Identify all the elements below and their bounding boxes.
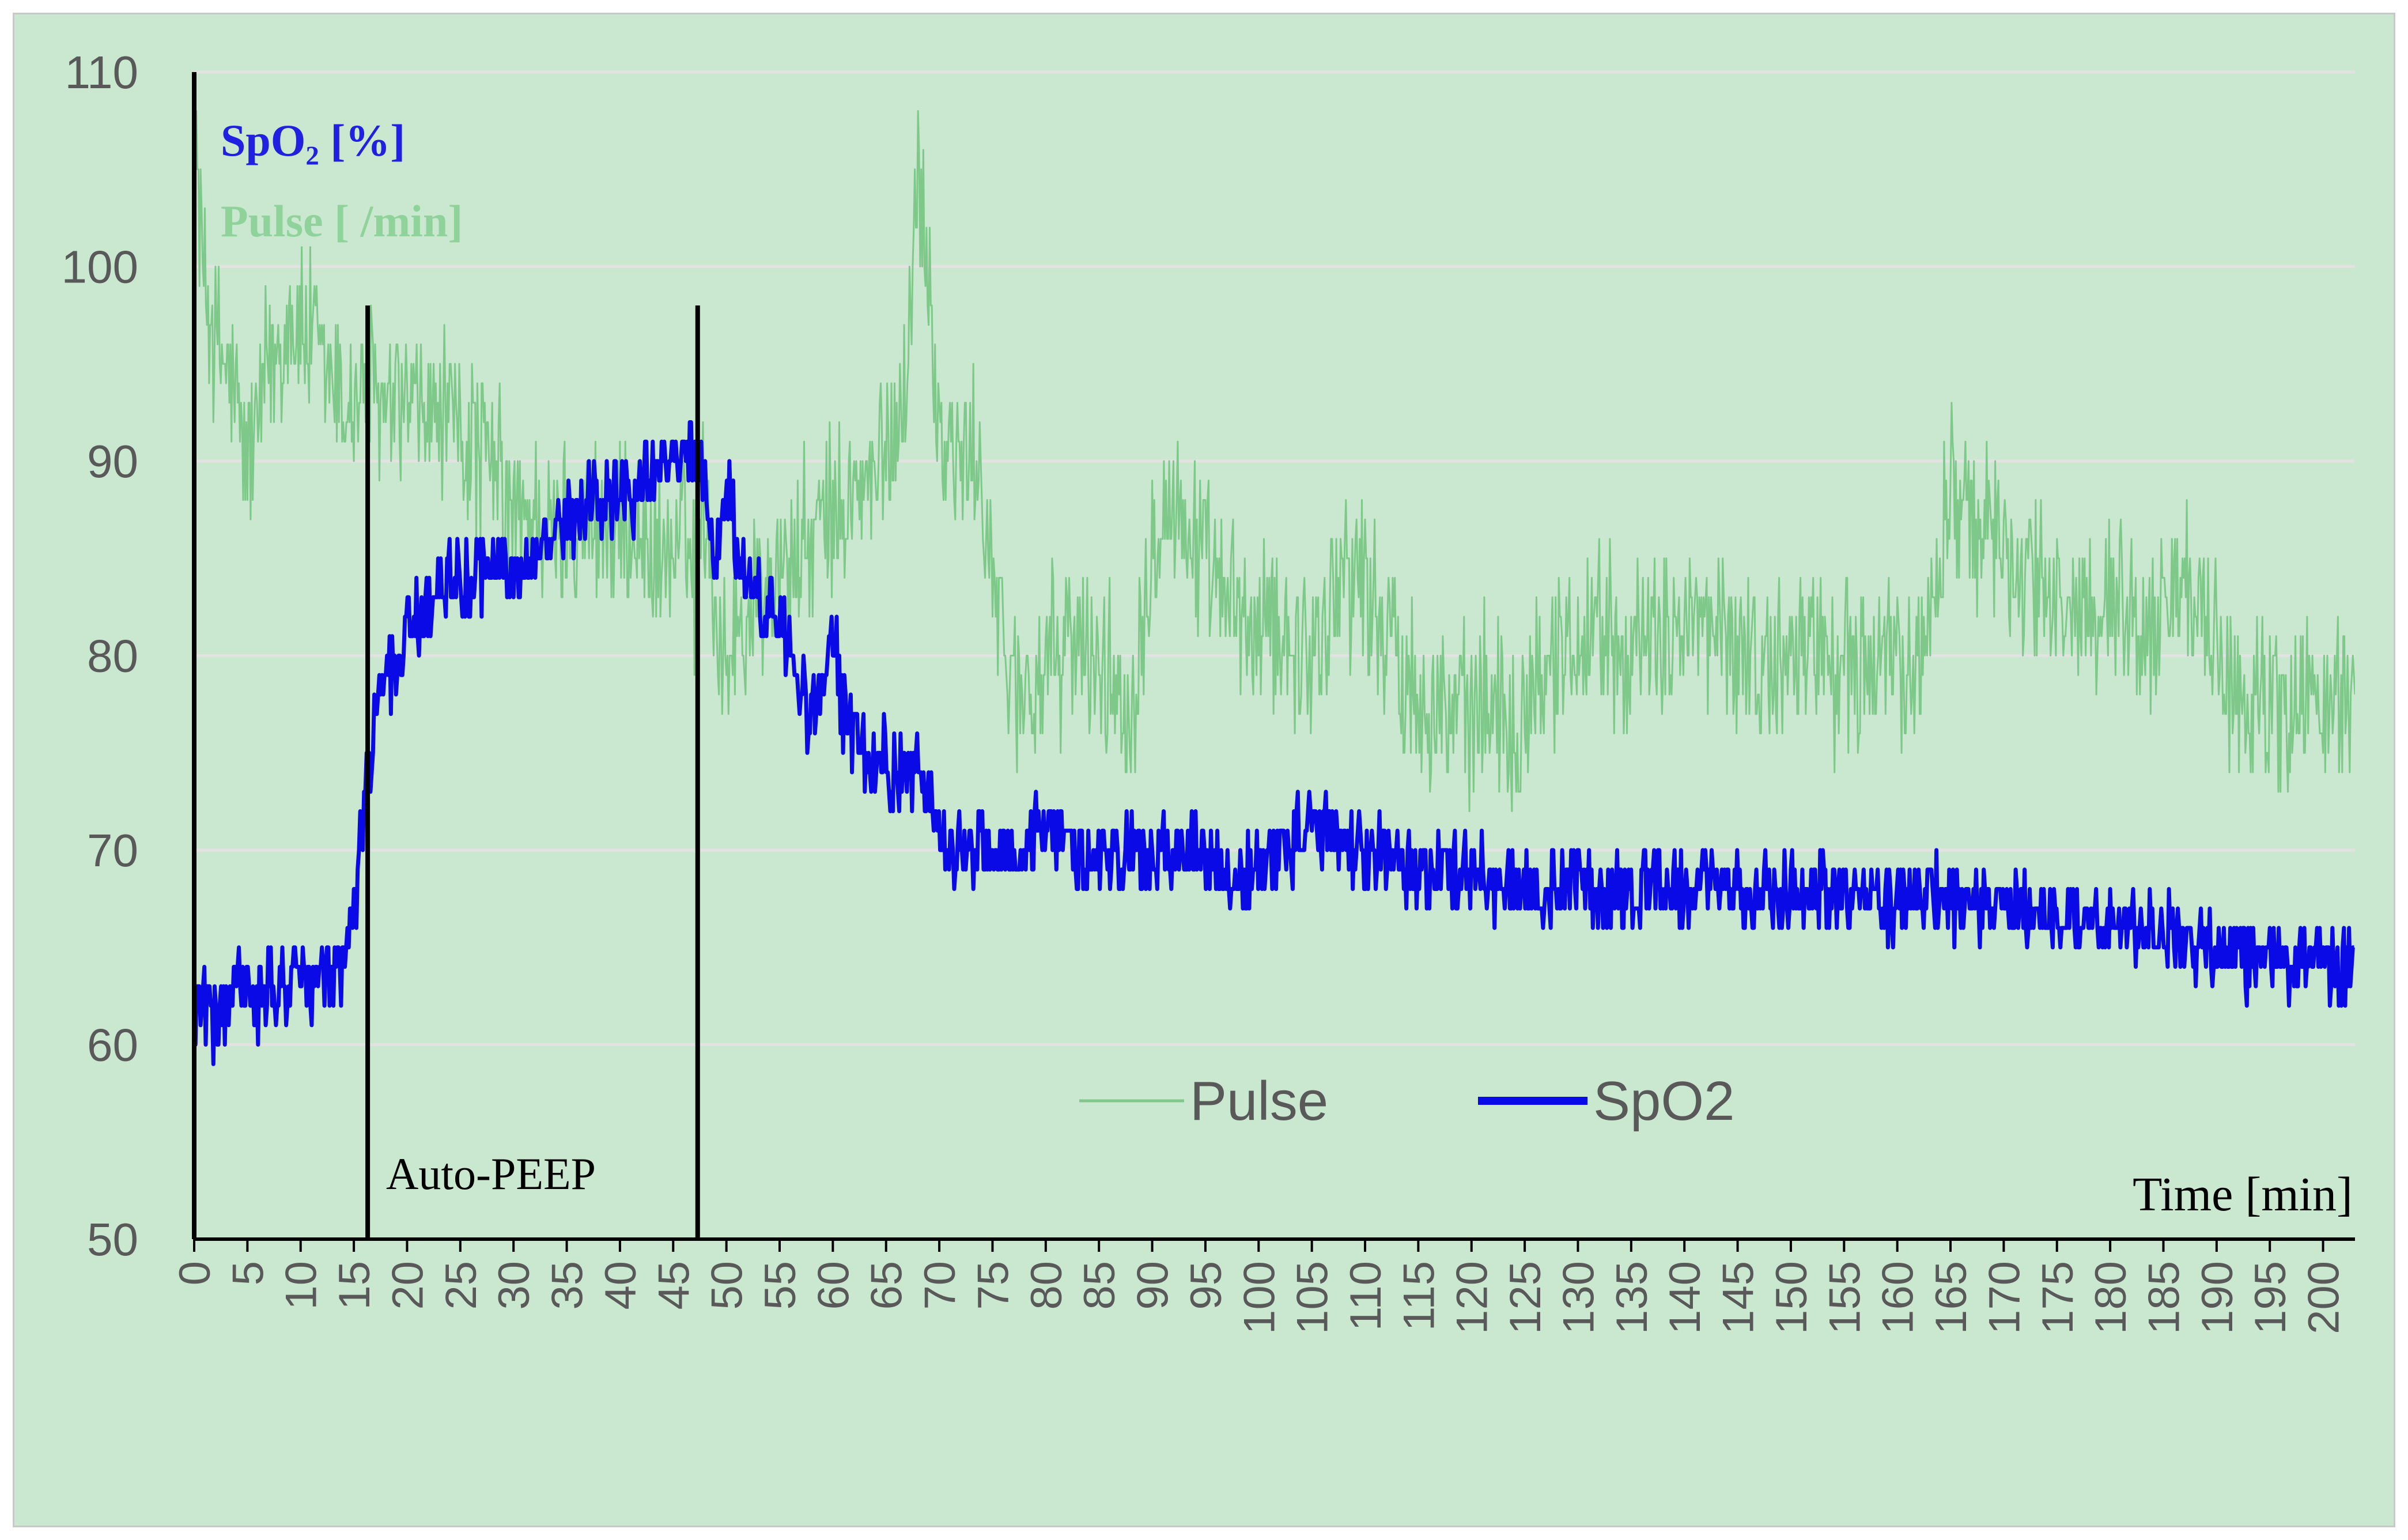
x-tick-label-5: 5 xyxy=(224,1261,273,1285)
x-tick-label-10: 10 xyxy=(277,1261,326,1310)
x-tick-label-0: 0 xyxy=(171,1261,220,1285)
series-lines xyxy=(194,110,2355,1066)
x-tick-label-85: 85 xyxy=(1075,1261,1124,1310)
x-tick-label-115: 115 xyxy=(1394,1261,1443,1331)
x-axis-label: Time [min] xyxy=(2133,1168,2353,1221)
marker-lines xyxy=(192,72,700,1239)
ylabel-spo2: SpO₂ [%] xyxy=(221,115,405,165)
y-tick-label-60: 60 xyxy=(87,1020,138,1071)
x-tick-label-100: 100 xyxy=(1235,1261,1284,1334)
x-tick-label-65: 65 xyxy=(863,1261,912,1310)
x-tick-label-60: 60 xyxy=(809,1261,858,1310)
series-line-pulse xyxy=(194,110,2355,812)
x-tick-label-200: 200 xyxy=(2300,1261,2349,1334)
series-line-spo2 xyxy=(194,420,2355,1066)
y-tick-label-80: 80 xyxy=(87,631,138,682)
x-tick-label-145: 145 xyxy=(1714,1261,1763,1334)
x-tick-label-185: 185 xyxy=(2139,1261,2188,1334)
chart-frame: 50 60 70 80 90 100 110 0 5 10 15 20 25 30 35 40 45 50 55 60… xyxy=(13,13,2395,1527)
x-tick-label-165: 165 xyxy=(1927,1261,1976,1334)
x-tick-label-155: 155 xyxy=(1820,1261,1869,1334)
y-tick-label-50: 50 xyxy=(87,1214,138,1265)
x-tick-label-35: 35 xyxy=(543,1261,592,1310)
x-tick-label-130: 130 xyxy=(1554,1261,1603,1334)
x-tick-label-125: 125 xyxy=(1501,1261,1550,1334)
ylabel-pulse: Pulse [ /min] xyxy=(221,196,463,246)
y-tick-label-90: 90 xyxy=(87,436,138,487)
x-tick-label-135: 135 xyxy=(1608,1261,1657,1334)
x-tick-label-20: 20 xyxy=(383,1261,432,1310)
x-tick-label-190: 190 xyxy=(2193,1261,2242,1334)
x-tick-label-70: 70 xyxy=(916,1261,965,1310)
x-tick-label-195: 195 xyxy=(2246,1261,2295,1334)
y-tick-label-110: 110 xyxy=(65,47,138,98)
legend-pulse-label: Pulse xyxy=(1190,1070,1328,1132)
legend-spo2-label: SpO2 xyxy=(1593,1070,1734,1132)
x-tick-label-150: 150 xyxy=(1767,1261,1816,1334)
y-tick-label-70: 70 xyxy=(87,825,138,876)
x-tick-label-45: 45 xyxy=(649,1261,698,1310)
x-tick-label-120: 120 xyxy=(1448,1261,1497,1334)
x-tick-label-95: 95 xyxy=(1182,1261,1231,1310)
x-tick-label-170: 170 xyxy=(1980,1261,2029,1334)
annotation-auto-peep: Auto-PEEP xyxy=(386,1149,596,1199)
x-tick-label-50: 50 xyxy=(703,1261,752,1310)
x-tick-label-40: 40 xyxy=(596,1261,645,1310)
x-tick-label-140: 140 xyxy=(1661,1261,1710,1334)
x-tick-label-160: 160 xyxy=(1874,1261,1923,1334)
x-tick-label-80: 80 xyxy=(1022,1261,1071,1310)
x-tick-label-110: 110 xyxy=(1341,1261,1390,1331)
y-tick-label-100: 100 xyxy=(62,241,138,293)
x-tick-label-30: 30 xyxy=(490,1261,539,1310)
x-tick-label-55: 55 xyxy=(756,1261,805,1310)
x-tick-label-25: 25 xyxy=(437,1261,486,1310)
x-tick-label-180: 180 xyxy=(2086,1261,2135,1334)
x-tick-label-90: 90 xyxy=(1129,1261,1178,1310)
x-tick-label-15: 15 xyxy=(330,1261,379,1310)
x-tick-label-105: 105 xyxy=(1288,1261,1337,1334)
x-tick-label-175: 175 xyxy=(2033,1261,2082,1334)
x-tick-label-75: 75 xyxy=(969,1261,1018,1310)
legend: Pulse SpO2 xyxy=(1079,1070,1734,1132)
